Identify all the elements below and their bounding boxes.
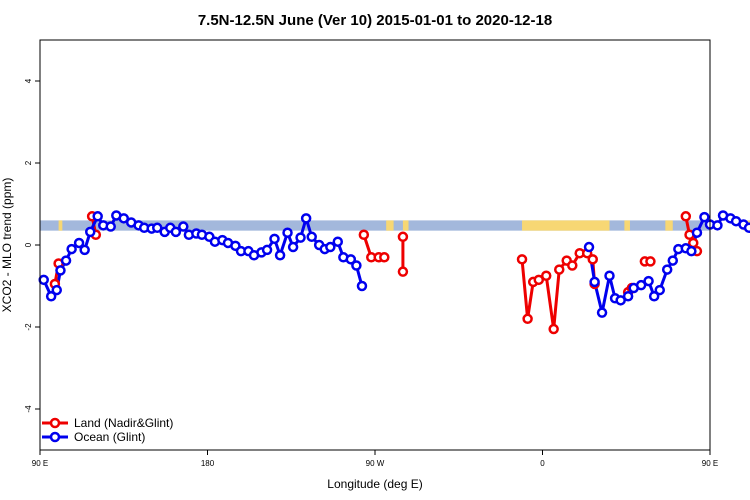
surface-strip-land-3 <box>402 220 409 231</box>
ocean-series-point <box>66 243 77 255</box>
x-tick-label: 90 E <box>32 459 48 468</box>
legend-marker-ocean <box>49 431 61 443</box>
legend: Land (Nadir&Glint) Ocean (Glint) <box>42 416 173 444</box>
x-axis: 90 E 180 90 W 0 90 E <box>32 450 718 468</box>
land-series-point <box>516 254 528 265</box>
ocean-series-point <box>85 226 96 238</box>
land-series-point <box>397 231 409 243</box>
ocean-series-point <box>261 244 273 256</box>
ocean-series-point <box>648 291 660 302</box>
ocean-series-point <box>269 233 280 245</box>
ocean-series-point <box>332 236 344 247</box>
surface-strip-land-4 <box>522 220 610 231</box>
ocean-series-point <box>38 274 49 286</box>
ocean-series-point <box>615 295 626 306</box>
ocean-series-point <box>300 213 312 224</box>
land-series-point <box>540 270 552 281</box>
ocean-series-point <box>654 284 665 296</box>
x-tick-label: 180 <box>201 459 215 468</box>
land-series-point <box>358 229 370 240</box>
ocean-series-point <box>643 275 654 287</box>
ocean-series-point <box>589 276 600 288</box>
ocean-series-point <box>118 213 129 224</box>
land-series-point <box>688 237 699 249</box>
ocean-series-point <box>356 280 368 292</box>
surface-strip-land-6 <box>665 220 673 231</box>
ocean-series-point <box>170 226 182 238</box>
x-axis-label: Longitude (deg E) <box>327 477 422 491</box>
chart-title: 7.5N-12.5N June (Ver 10) 2015-01-01 to 2… <box>198 12 552 29</box>
ocean-series-point <box>345 254 357 265</box>
ocean-series-point <box>55 265 66 276</box>
ocean-series-point <box>712 220 723 231</box>
ocean-series-point <box>635 279 647 291</box>
land-series-point <box>533 274 545 286</box>
ocean-series-point <box>325 241 336 253</box>
ocean-series-point <box>105 221 116 232</box>
surface-strip-ocean <box>40 220 710 231</box>
y-tick-label: -4 <box>24 405 33 413</box>
ocean-series-point <box>661 264 673 275</box>
ocean-series-point <box>79 244 90 256</box>
ocean-series-point <box>743 222 750 234</box>
ocean-series-point <box>178 221 189 232</box>
y-tick-label: 0 <box>24 242 33 247</box>
ocean-series-point <box>287 241 299 253</box>
x-tick-label: 90 E <box>702 459 718 468</box>
land-series-point <box>645 256 656 267</box>
ocean-series-point <box>295 232 306 243</box>
ocean-series-point <box>51 284 62 296</box>
ocean-series-point <box>583 241 595 253</box>
ocean-series-point <box>604 270 615 281</box>
surface-strip-land-0 <box>58 220 63 231</box>
land-series-point <box>397 266 409 277</box>
ocean-series-point <box>351 260 362 271</box>
ocean-series-point <box>73 237 85 249</box>
legend-label-ocean: Ocean (Glint) <box>74 430 145 444</box>
ocean-series-point <box>667 255 679 266</box>
series-layer <box>38 210 750 335</box>
ocean-series-point <box>60 255 72 266</box>
y-tick-label: -2 <box>24 323 33 331</box>
y-axis-label: XCO2 - MLO trend (ppm) <box>0 178 14 313</box>
y-tick-label: 2 <box>24 160 33 165</box>
x-tick-label: 90 W <box>366 459 385 468</box>
ocean-series-point <box>282 227 293 238</box>
land-series-point <box>554 264 565 275</box>
surface-strip-land-2 <box>386 220 394 231</box>
x-tick-label: 0 <box>540 459 545 468</box>
ocean-series-point <box>622 291 634 302</box>
ocean-series-point <box>596 307 608 318</box>
ocean-series-point <box>699 211 710 223</box>
ocean-series-point <box>306 231 317 243</box>
ocean-series-point <box>152 222 163 234</box>
land-series-point <box>567 260 578 271</box>
ocean-series-point <box>92 211 103 222</box>
y-axis: -4 -2 0 2 4 <box>24 78 40 413</box>
ocean-series-point <box>691 227 703 238</box>
legend-marker-land <box>49 417 61 429</box>
land-series-point <box>379 252 390 263</box>
land-series-point <box>522 313 533 325</box>
y-tick-label: 4 <box>24 78 33 83</box>
land-series-point <box>548 323 559 335</box>
ocean-series-point <box>686 245 697 257</box>
ocean-series-point <box>45 291 57 302</box>
ocean-series-point <box>274 250 286 261</box>
land-series-point <box>680 211 692 222</box>
legend-label-land: Land (Nadir&Glint) <box>74 416 173 430</box>
land-series-point <box>587 254 598 265</box>
surface-strip-land-5 <box>624 220 630 231</box>
